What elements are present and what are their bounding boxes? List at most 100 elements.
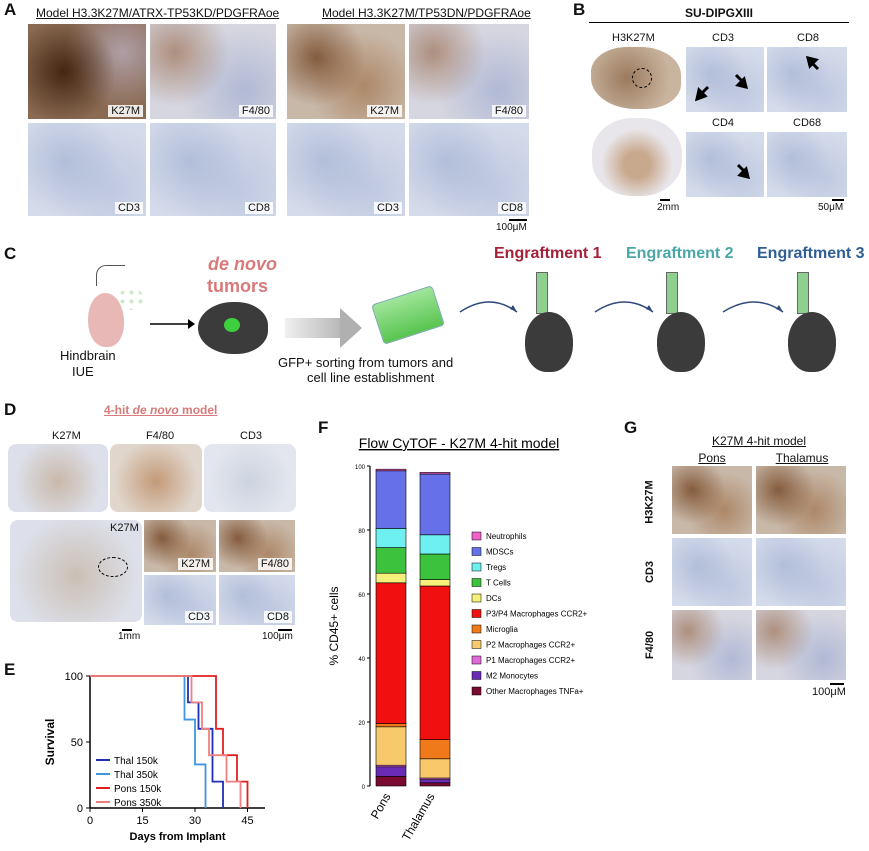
stacked-bar-chart: Flow CyTOF - K27M 4-hit model 0 20 40 60 80 10… — [327, 435, 587, 844]
bar-segment — [375, 470, 407, 529]
tile-label: CD3 — [184, 611, 213, 623]
bar-segment — [375, 582, 407, 724]
tile-label: CD3 — [373, 202, 402, 214]
tile-label: K27M — [178, 558, 213, 570]
bar-segment — [375, 528, 407, 548]
arrow-head-icon — [735, 76, 749, 90]
scale-bar — [660, 199, 670, 201]
col-label-pons: Pons — [698, 451, 726, 465]
y-tick-label: 0 — [362, 785, 366, 791]
label-cd8: CD8 — [797, 32, 820, 44]
bar-segment — [375, 723, 407, 728]
tile-label: F4/80 — [238, 105, 273, 117]
engraftment-3-label: Engraftment 3 — [757, 245, 865, 262]
y-tick-label: 100 — [65, 671, 83, 683]
category-label: Pons — [368, 791, 394, 822]
y-axis-label: % CD45+ cells — [327, 586, 341, 665]
sorting-text-line2: cell line establishment — [307, 370, 435, 385]
tile-label: K27M — [108, 105, 143, 117]
ihc-tile: CD8 — [150, 123, 276, 216]
tumors-label: tumors — [207, 276, 269, 296]
bar-segment — [375, 468, 407, 472]
panel-d-title-italic: de novo — [132, 403, 179, 417]
process-arrow-head — [340, 308, 362, 348]
label-cd4: CD4 — [712, 117, 735, 129]
legend-label: DCs — [486, 594, 502, 603]
bar-segment — [375, 572, 407, 584]
label-k27m-large: K27M — [110, 522, 139, 534]
scale-bar — [122, 629, 132, 631]
scale-label: 100μm — [262, 631, 293, 642]
label-cd3: CD3 — [240, 430, 263, 442]
legend-swatch — [471, 531, 482, 541]
survival-series-line — [90, 675, 242, 808]
panel-d-title-prefix: 4-hit — [104, 403, 133, 417]
legend-label: Pons 350k — [114, 798, 162, 809]
bar-segment — [419, 585, 451, 740]
scale-bar — [278, 629, 292, 631]
hindbrain-label: Hindbrain — [60, 348, 116, 363]
bar-segment — [419, 782, 451, 787]
x-axis-label: Days from Implant — [130, 831, 226, 843]
roi-circle — [98, 557, 128, 577]
legend-label: T Cells — [486, 579, 511, 588]
label-cd68: CD68 — [793, 117, 822, 129]
ihc-tile — [756, 610, 846, 680]
label-cd3: CD3 — [712, 32, 735, 44]
ihc-tile: CD3 — [144, 575, 216, 625]
tile-label: F4/80 — [491, 105, 526, 117]
scale-label: 2mm — [657, 202, 680, 213]
ihc-tile — [672, 610, 752, 680]
survival-series-line — [90, 675, 224, 808]
legend-swatch — [471, 562, 482, 572]
row-label-cd3: CD3 — [643, 560, 656, 584]
label-k27m: K27M — [52, 430, 81, 442]
row-label-cell: H3K27M — [630, 470, 670, 534]
curved-arrow-icon — [459, 301, 518, 313]
y-tick-label: 40 — [358, 657, 365, 663]
legend-label: Thal 150k — [114, 756, 159, 767]
bar-segment — [419, 553, 451, 580]
row-label-cell: F4/80 — [630, 610, 670, 680]
col-label-thalamus: Thalamus — [775, 451, 829, 465]
category-label: Thalamus — [399, 791, 437, 844]
legend-swatch — [471, 609, 482, 618]
legend-label: Microglia — [486, 625, 519, 634]
ihc-tile — [756, 466, 846, 534]
bar-segment — [375, 776, 407, 787]
ihc-tile: CD3 — [287, 123, 405, 216]
legend-label: Tregs — [486, 563, 506, 572]
x-tick-label: 0 — [87, 815, 93, 827]
ihc-tile — [672, 538, 752, 606]
mouse-head-icon — [657, 312, 705, 372]
panel-label-e: E — [4, 660, 16, 679]
scale-label: 50μM — [818, 202, 844, 213]
x-tick-label: 15 — [136, 815, 148, 827]
legend-label: P2 Macrophages CCR2+ — [486, 641, 575, 650]
survival-chart: 0 50 100 0 15 30 45 Days from Implant Survival Th… — [43, 671, 265, 843]
panel-label-f: F — [318, 418, 329, 437]
title-rule — [589, 22, 849, 23]
label-f480: F4/80 — [146, 430, 175, 442]
legend-label: Pons 150k — [114, 784, 162, 795]
ihc-tile — [672, 466, 752, 534]
arrow-head-icon — [805, 55, 819, 69]
engraftment-1-label: Engraftment 1 — [494, 245, 602, 262]
mouse-head-icon — [525, 312, 573, 372]
ihc-tile: K27M — [28, 24, 146, 119]
injection-needle — [96, 265, 125, 286]
sorting-text-line1: GFP+ sorting from tumors and — [278, 355, 454, 370]
tile-label: CD3 — [114, 202, 143, 214]
brain-section-image — [110, 444, 202, 512]
scale-bar — [832, 199, 844, 201]
ihc-tile — [767, 132, 847, 197]
ihc-tile: K27M — [144, 520, 216, 572]
process-arrow-body — [285, 318, 340, 338]
panel-a-model1-title: Model H3.3K27M/ATRX-TP53KD/PDGFRAoe — [36, 6, 280, 20]
ihc-tile — [686, 47, 764, 112]
panel-label-a: A — [4, 0, 17, 19]
y-tick-label: 60 — [358, 593, 365, 599]
iue-label: IUE — [72, 364, 94, 379]
x-tick-label: 30 — [189, 815, 201, 827]
legend-label: M2 Monocytes — [486, 672, 538, 681]
